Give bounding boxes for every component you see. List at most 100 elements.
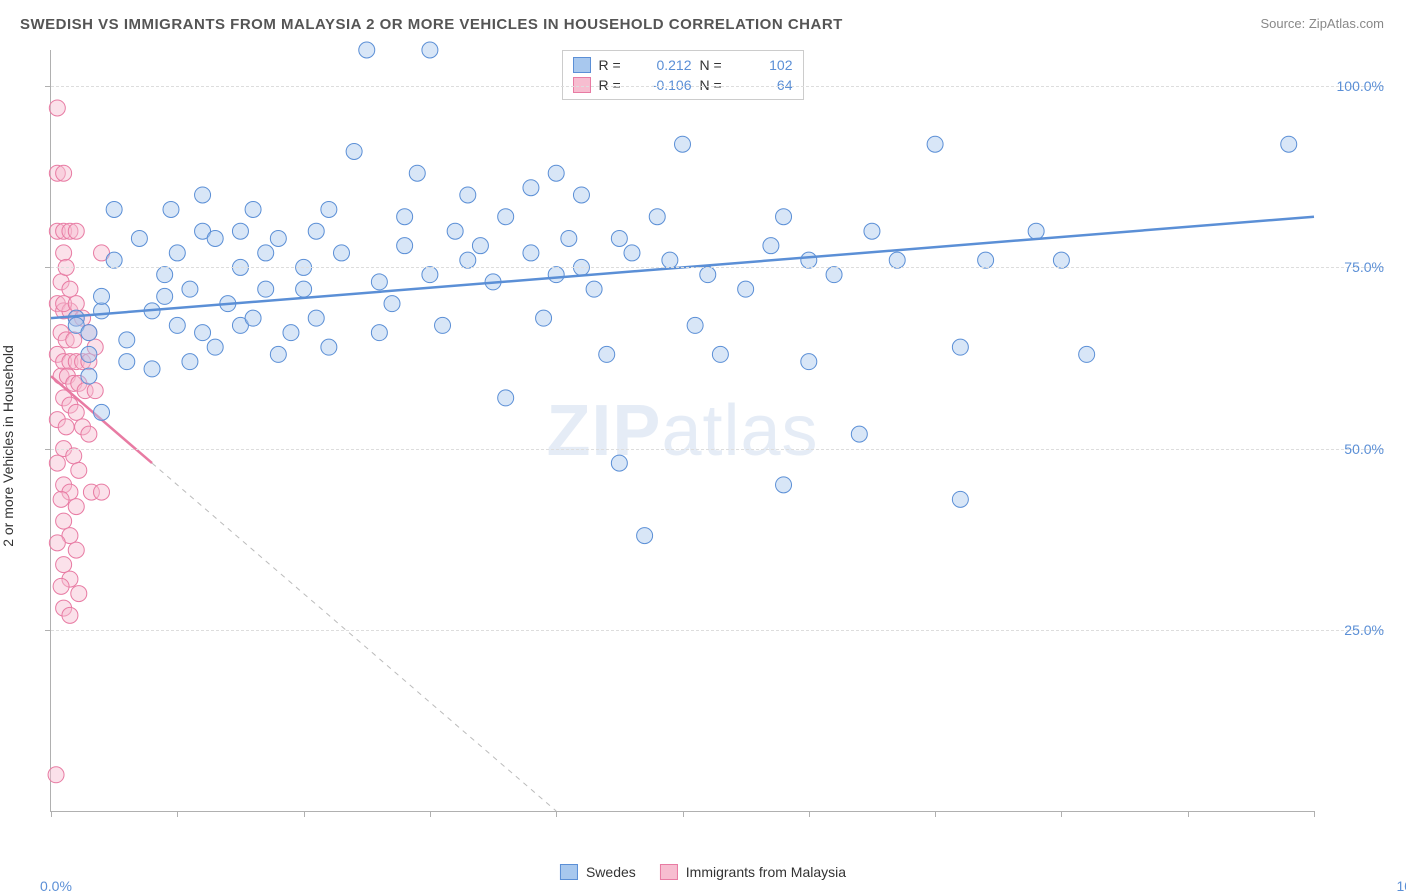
data-point (94, 288, 110, 304)
data-point (978, 252, 994, 268)
data-point (435, 317, 451, 333)
x-tick (430, 811, 431, 817)
data-point (611, 230, 627, 246)
data-point (106, 201, 122, 217)
plot-area: ZIPatlas R = 0.212 N = 102 R = -0.106 N … (50, 50, 1314, 812)
data-point (851, 426, 867, 442)
data-point (270, 346, 286, 362)
data-point (157, 267, 173, 283)
data-point (447, 223, 463, 239)
data-point (283, 325, 299, 341)
data-point (1079, 346, 1095, 362)
data-point (624, 245, 640, 261)
data-point (662, 252, 678, 268)
swatch-icon (660, 864, 678, 880)
data-point (776, 477, 792, 493)
data-point (48, 767, 64, 783)
data-point (397, 238, 413, 254)
data-point (49, 100, 65, 116)
grid-line (51, 449, 1384, 450)
data-point (712, 346, 728, 362)
data-point (409, 165, 425, 181)
data-point (71, 462, 87, 478)
data-point (611, 455, 627, 471)
x-tick (1061, 811, 1062, 817)
data-point (573, 187, 589, 203)
data-point (460, 187, 476, 203)
data-point (801, 354, 817, 370)
x-tick (1188, 811, 1189, 817)
data-point (460, 252, 476, 268)
data-point (144, 361, 160, 377)
data-point (889, 252, 905, 268)
y-tick (45, 630, 51, 631)
data-point (1281, 136, 1297, 152)
data-point (182, 354, 198, 370)
x-tick (683, 811, 684, 817)
x-tick (51, 811, 52, 817)
data-point (498, 209, 514, 225)
data-point (169, 245, 185, 261)
data-point (952, 339, 968, 355)
data-point (308, 223, 324, 239)
data-point (245, 310, 261, 326)
data-point (927, 136, 943, 152)
data-point (157, 288, 173, 304)
data-point (763, 238, 779, 254)
y-tick-label: 75.0% (1319, 259, 1384, 275)
data-point (258, 245, 274, 261)
data-point (371, 325, 387, 341)
data-point (371, 274, 387, 290)
legend-item: Swedes (560, 864, 636, 880)
grid-line (51, 630, 1384, 631)
x-tick (304, 811, 305, 817)
chart-title: SWEDISH VS IMMIGRANTS FROM MALAYSIA 2 OR… (20, 16, 843, 33)
chart-container: 2 or more Vehicles in Household ZIPatlas… (20, 50, 1384, 842)
data-point (321, 339, 337, 355)
data-point (49, 535, 65, 551)
data-point (1053, 252, 1069, 268)
data-point (258, 281, 274, 297)
data-point (270, 230, 286, 246)
data-point (131, 230, 147, 246)
data-point (333, 245, 349, 261)
data-point (66, 332, 82, 348)
data-point (422, 267, 438, 283)
data-point (53, 491, 69, 507)
data-point (71, 586, 87, 602)
data-point (62, 607, 78, 623)
plot-svg (51, 50, 1314, 811)
data-point (62, 281, 78, 297)
swatch-icon (560, 864, 578, 880)
data-point (384, 296, 400, 312)
data-point (498, 390, 514, 406)
data-point (207, 230, 223, 246)
data-point (87, 383, 103, 399)
data-point (561, 230, 577, 246)
data-point (68, 499, 84, 515)
data-point (523, 245, 539, 261)
data-point (548, 267, 564, 283)
data-point (700, 267, 716, 283)
data-point (68, 296, 84, 312)
data-point (81, 346, 97, 362)
data-point (182, 281, 198, 297)
data-point (56, 245, 72, 261)
data-point (94, 303, 110, 319)
data-point (68, 404, 84, 420)
data-point (232, 223, 248, 239)
data-point (245, 201, 261, 217)
trend-line-extrapolated (152, 463, 556, 811)
data-point (346, 143, 362, 159)
legend-item: Immigrants from Malaysia (660, 864, 846, 880)
data-point (195, 187, 211, 203)
data-point (119, 354, 135, 370)
legend-label: Swedes (586, 864, 636, 880)
data-point (49, 455, 65, 471)
y-tick (45, 86, 51, 87)
data-point (119, 332, 135, 348)
y-tick-label: 100.0% (1319, 78, 1384, 94)
x-tick (935, 811, 936, 817)
data-point (207, 339, 223, 355)
data-point (94, 404, 110, 420)
